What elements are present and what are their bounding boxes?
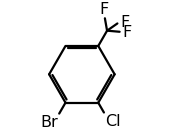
Text: F: F (122, 25, 132, 40)
Text: F: F (120, 15, 129, 30)
Text: Br: Br (40, 115, 58, 130)
Text: Cl: Cl (105, 114, 121, 129)
Text: F: F (100, 2, 109, 17)
